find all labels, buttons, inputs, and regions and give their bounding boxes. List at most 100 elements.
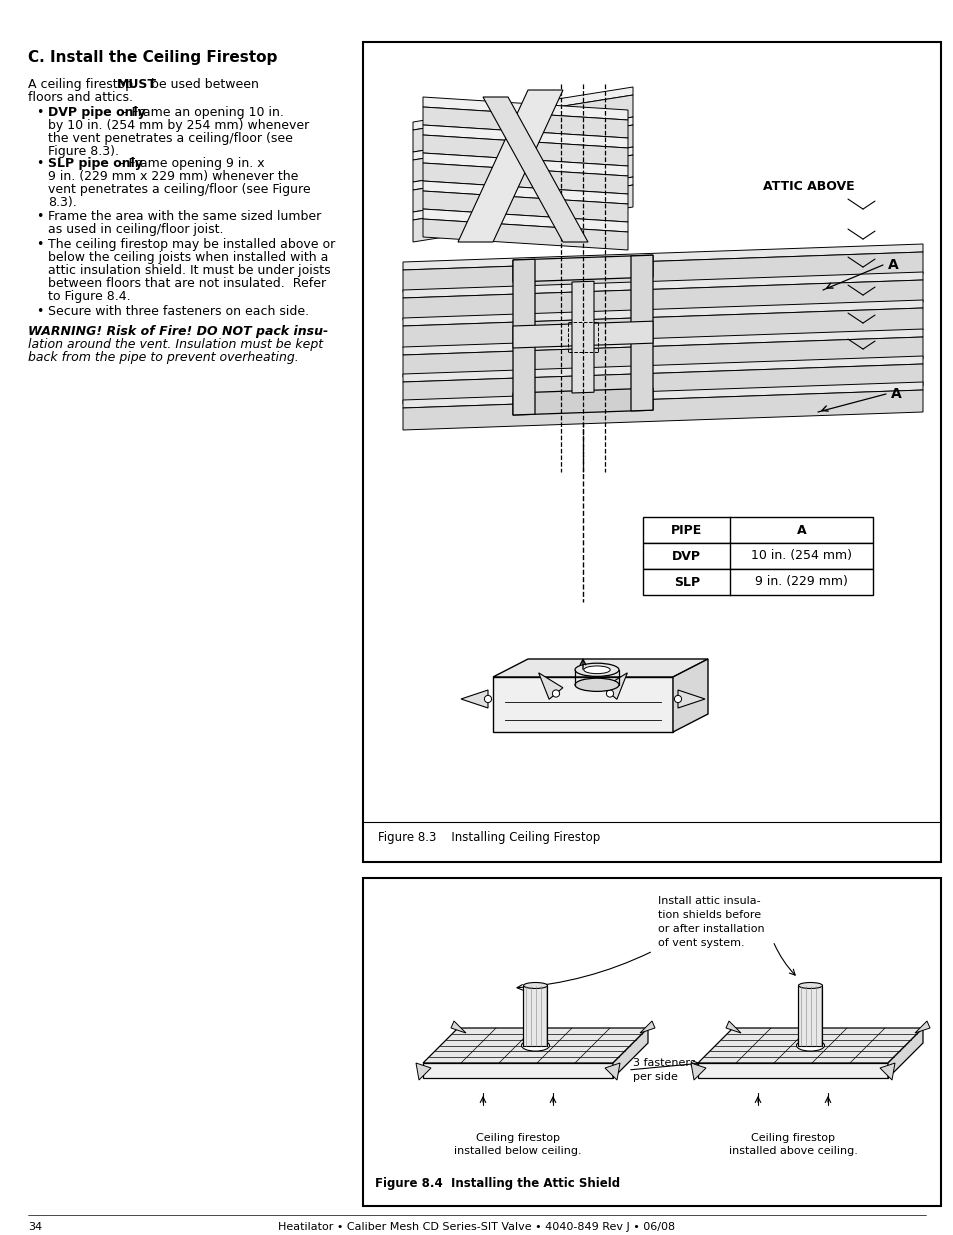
Polygon shape [422, 163, 627, 194]
Polygon shape [402, 329, 923, 354]
Bar [642, 543, 872, 569]
Polygon shape [402, 382, 923, 408]
Text: DVP pipe only: DVP pipe only [48, 106, 146, 119]
Circle shape [552, 690, 559, 697]
Text: SLP: SLP [673, 576, 700, 589]
Polygon shape [422, 125, 627, 148]
Text: back from the pipe to prevent overheating.: back from the pipe to prevent overheatin… [28, 351, 298, 364]
Circle shape [484, 695, 491, 703]
Polygon shape [613, 1028, 647, 1078]
Text: per side: per side [633, 1072, 678, 1082]
Bar [363, 878, 940, 1207]
Polygon shape [451, 1021, 465, 1032]
Polygon shape [402, 300, 923, 326]
Bar [642, 517, 872, 543]
Text: Figure 8.3    Installing Ceiling Firestop: Figure 8.3 Installing Ceiling Firestop [377, 830, 599, 844]
Text: to Figure 8.4.: to Figure 8.4. [48, 290, 131, 303]
Polygon shape [523, 986, 547, 1046]
Polygon shape [413, 156, 633, 212]
Text: - Frame an opening 10 in.: - Frame an opening 10 in. [119, 106, 284, 119]
Polygon shape [402, 337, 923, 377]
Ellipse shape [796, 1040, 823, 1051]
Text: Ceiling firestop: Ceiling firestop [476, 1132, 559, 1144]
Text: •: • [36, 106, 43, 119]
Text: Heatilator • Caliber Mesh CD Series-SIT Valve • 4040-849 Rev J • 06/08: Heatilator • Caliber Mesh CD Series-SIT … [278, 1221, 675, 1233]
Ellipse shape [575, 678, 618, 692]
Polygon shape [402, 390, 923, 430]
Polygon shape [422, 209, 627, 232]
Text: •: • [36, 210, 43, 224]
Polygon shape [513, 388, 652, 415]
Polygon shape [698, 1063, 887, 1078]
Text: C. Install the Ceiling Firestop: C. Install the Ceiling Firestop [28, 49, 277, 65]
Text: Ceiling firestop: Ceiling firestop [750, 1132, 834, 1144]
Polygon shape [413, 86, 633, 130]
Text: •: • [36, 305, 43, 317]
Polygon shape [422, 98, 627, 120]
Text: A: A [887, 258, 898, 272]
Text: 8.3).: 8.3). [48, 196, 76, 209]
Polygon shape [604, 1063, 619, 1079]
Polygon shape [914, 1021, 929, 1032]
Polygon shape [422, 219, 627, 249]
Polygon shape [402, 252, 923, 291]
Text: below the ceiling joists when installed with a: below the ceiling joists when installed … [48, 251, 328, 264]
Text: by 10 in. (254 mm by 254 mm) whenever: by 10 in. (254 mm by 254 mm) whenever [48, 119, 309, 132]
Ellipse shape [798, 983, 821, 988]
Polygon shape [798, 986, 821, 1046]
Text: 3 fasteners: 3 fasteners [633, 1058, 695, 1068]
Polygon shape [513, 256, 652, 282]
Polygon shape [413, 147, 633, 190]
Polygon shape [538, 673, 562, 699]
Polygon shape [630, 256, 652, 411]
Text: 10 in. (254 mm): 10 in. (254 mm) [750, 550, 851, 562]
Polygon shape [513, 259, 535, 415]
Polygon shape [457, 90, 562, 242]
Bar [642, 569, 872, 595]
Polygon shape [413, 117, 633, 161]
Polygon shape [422, 1063, 613, 1078]
Polygon shape [482, 98, 587, 242]
Polygon shape [413, 95, 633, 152]
Polygon shape [698, 1028, 923, 1063]
Text: Secure with three fasteners on each side.: Secure with three fasteners on each side… [48, 305, 309, 317]
Polygon shape [402, 245, 923, 270]
Ellipse shape [521, 1040, 549, 1051]
Polygon shape [422, 107, 627, 138]
Text: lation around the vent. Insulation must be kept: lation around the vent. Insulation must … [28, 338, 323, 351]
Polygon shape [413, 185, 633, 242]
Polygon shape [413, 125, 633, 182]
Circle shape [606, 690, 613, 697]
Text: installed below ceiling.: installed below ceiling. [454, 1146, 581, 1156]
Text: attic insulation shield. It must be under joists: attic insulation shield. It must be unde… [48, 264, 331, 277]
Text: •: • [36, 238, 43, 251]
Text: The ceiling firestop may be installed above or: The ceiling firestop may be installed ab… [48, 238, 335, 251]
Text: installed above ceiling.: installed above ceiling. [728, 1146, 857, 1156]
Text: PIPE: PIPE [670, 524, 701, 536]
Text: Install attic insula-: Install attic insula- [658, 897, 760, 906]
Circle shape [674, 695, 680, 703]
Text: the vent penetrates a ceiling/floor (see: the vent penetrates a ceiling/floor (see [48, 132, 293, 144]
Ellipse shape [583, 666, 610, 673]
Text: floors and attics.: floors and attics. [28, 91, 132, 104]
Text: as used in ceiling/floor joist.: as used in ceiling/floor joist. [48, 224, 223, 236]
Polygon shape [879, 1063, 894, 1079]
Polygon shape [602, 673, 627, 699]
Text: Figure 8.3).: Figure 8.3). [48, 144, 119, 158]
Text: ATTIC ABOVE: ATTIC ABOVE [762, 180, 854, 194]
Text: •: • [36, 157, 43, 170]
Text: - Frame opening 9 in. x: - Frame opening 9 in. x [116, 157, 264, 170]
Text: SLP pipe only: SLP pipe only [48, 157, 143, 170]
Polygon shape [493, 677, 672, 732]
Polygon shape [416, 1063, 431, 1079]
Polygon shape [422, 182, 627, 204]
Polygon shape [690, 1063, 705, 1079]
Polygon shape [422, 1028, 647, 1063]
Text: MUST: MUST [117, 78, 157, 91]
Polygon shape [402, 308, 923, 348]
Text: between floors that are not insulated.  Refer: between floors that are not insulated. R… [48, 277, 326, 290]
Polygon shape [513, 321, 652, 348]
Text: Figure 8.4  Installing the Attic Shield: Figure 8.4 Installing the Attic Shield [375, 1177, 619, 1191]
Polygon shape [725, 1021, 740, 1032]
Polygon shape [678, 690, 704, 708]
